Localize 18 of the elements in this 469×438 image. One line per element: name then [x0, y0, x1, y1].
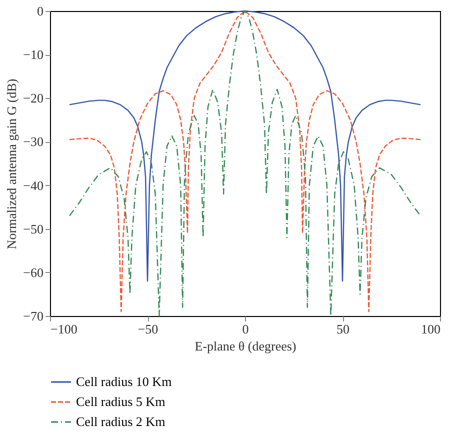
y-tick-label: −50: [23, 221, 44, 236]
y-tick-label: −10: [23, 47, 44, 62]
x-tick-label: −100: [50, 322, 78, 336]
x-tick-label: 50: [336, 322, 350, 336]
x-tick-label: 100: [421, 322, 440, 336]
y-tick-label: −20: [23, 90, 44, 106]
y-tick-label: 0: [37, 4, 44, 18]
y-tick-label: −60: [23, 264, 44, 280]
y-tick-label: −30: [23, 134, 44, 150]
x-tick-label: −50: [138, 322, 158, 336]
legend-label: Cell radius 5 Km: [76, 394, 166, 409]
x-axis-title: E-plane θ (degrees): [194, 338, 296, 354]
legend-label: Cell radius 10 Km: [76, 374, 172, 389]
y-tick-label: −40: [23, 178, 44, 193]
x-tick-label: 0: [242, 322, 249, 336]
y-tick-label: −70: [23, 308, 44, 324]
y-axis-title: Normalized antenna gain G (dB): [4, 78, 20, 250]
legend-label: Cell radius 2 Km: [76, 414, 166, 429]
